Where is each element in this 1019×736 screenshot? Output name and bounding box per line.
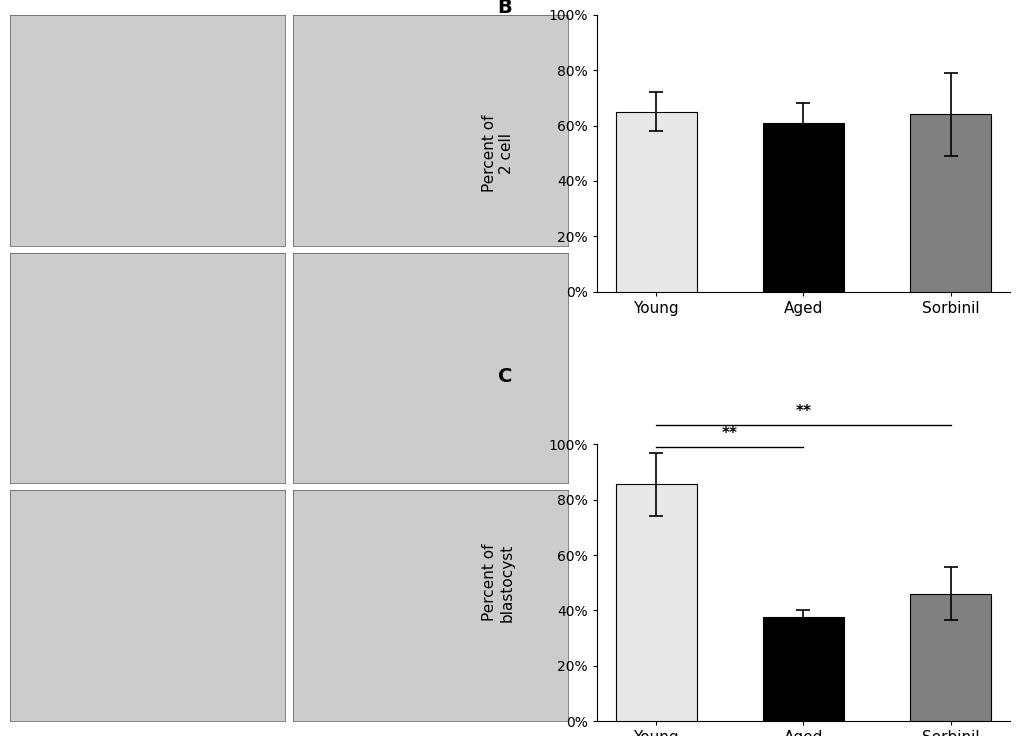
- Bar: [615, 112, 696, 291]
- Bar: [762, 618, 843, 721]
- Y-axis label: Percent of
2 cell: Percent of 2 cell: [481, 115, 514, 192]
- Text: **: **: [721, 426, 737, 442]
- Bar: [909, 115, 990, 291]
- Text: B: B: [497, 0, 512, 17]
- Bar: [762, 123, 843, 291]
- Bar: [615, 484, 696, 721]
- Y-axis label: Percent of
blastocyst: Percent of blastocyst: [481, 544, 514, 622]
- Text: C: C: [497, 367, 512, 386]
- Bar: [909, 594, 990, 721]
- Text: **: **: [795, 404, 810, 420]
